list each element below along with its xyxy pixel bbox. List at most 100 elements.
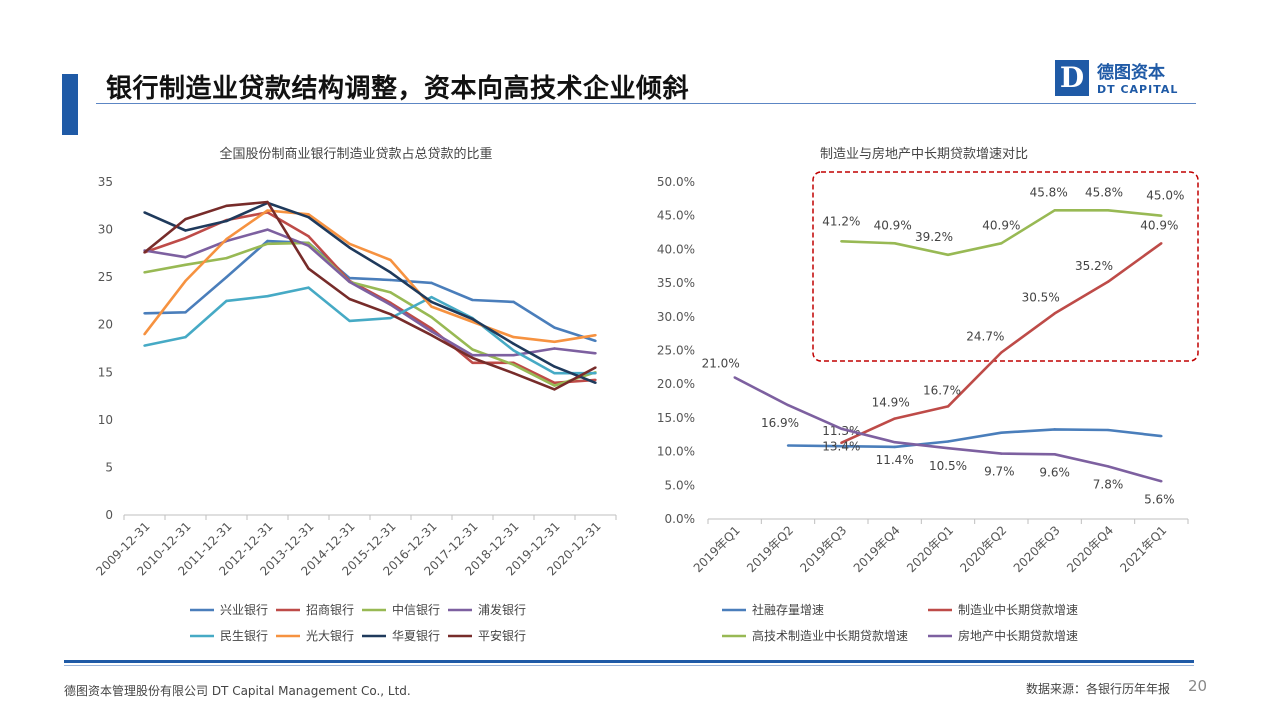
- title-accent-bar: [62, 74, 78, 135]
- data-point: [594, 333, 597, 337]
- data-point: [307, 244, 310, 247]
- series-line-6: [143, 201, 596, 385]
- x-tick-label: 2019年Q4: [851, 523, 903, 575]
- y-tick-label: 10.0%: [657, 445, 695, 459]
- footer-source: 数据来源：各银行历年年报: [1026, 682, 1171, 696]
- y-tick-label: 15: [98, 365, 113, 379]
- data-point: [946, 447, 950, 450]
- x-tick-label: 2020年Q4: [1064, 523, 1116, 575]
- data-point: [594, 366, 597, 369]
- x-tick-label: 2020年Q1: [904, 523, 956, 575]
- data-point: [471, 353, 474, 357]
- data-point: [430, 330, 433, 333]
- data-point: [225, 204, 228, 207]
- data-point: [143, 333, 146, 336]
- x-tick-label: 2020年Q3: [1011, 523, 1063, 575]
- legend-item: 社融存量增速: [752, 602, 824, 617]
- data-point: [225, 299, 228, 303]
- data-point: [225, 237, 228, 241]
- legend-item: 招商银行: [306, 602, 354, 617]
- y-tick-label: 5.0%: [665, 478, 696, 492]
- legend-item: 兴业银行: [220, 603, 268, 617]
- data-point: [471, 361, 474, 364]
- data-point: [143, 211, 146, 214]
- page-title: 银行制造业贷款结构调整，资本向高技术企业倾斜: [106, 74, 690, 104]
- series-line-0: [144, 239, 596, 343]
- data-point: [348, 246, 351, 249]
- data-point: [1106, 465, 1110, 468]
- y-tick-label: 30: [98, 223, 113, 237]
- logo-mark-icon: D: [1055, 60, 1089, 96]
- data-point: [512, 363, 515, 366]
- data-point: [840, 240, 843, 243]
- data-label: 45.0%: [1146, 189, 1184, 203]
- y-tick-label: 40.0%: [657, 242, 695, 256]
- data-point: [840, 441, 843, 445]
- footer-divider: [64, 660, 1194, 663]
- data-point: [143, 271, 146, 274]
- data-label: 9.7%: [984, 465, 1015, 479]
- data-point: [733, 376, 736, 379]
- data-point: [1160, 480, 1163, 483]
- y-tick-label: 20: [98, 318, 113, 332]
- y-tick-label: 20.0%: [657, 377, 695, 391]
- legend-item: 光大银行: [306, 629, 354, 643]
- data-point: [266, 200, 269, 204]
- series-line-2: [144, 241, 596, 387]
- data-point: [266, 228, 269, 231]
- data-point: [594, 378, 597, 382]
- data-point: [553, 347, 556, 350]
- logo-chinese-name: 德图资本: [1097, 63, 1165, 83]
- bank-manufacturing-loan-share-chart: 全国股份制商业银行制造业贷款占总贷款的比重051015202530352009-…: [93, 146, 617, 643]
- data-label: 11.3%: [822, 424, 860, 438]
- data-point: [430, 300, 433, 304]
- legend-item: 房地产中长期贷款增速: [958, 628, 1078, 643]
- data-label: 9.6%: [1039, 465, 1070, 479]
- data-label: 45.8%: [1030, 185, 1068, 199]
- footer-divider-thin: [64, 665, 1194, 666]
- data-point: [307, 216, 310, 219]
- data-point: [594, 352, 597, 355]
- data-point: [512, 335, 515, 339]
- data-point: [1053, 209, 1056, 212]
- data-point: [1000, 351, 1003, 354]
- legend-item: 平安银行: [478, 628, 526, 643]
- data-point: [471, 320, 474, 324]
- data-point: [1106, 428, 1110, 432]
- data-point: [348, 242, 351, 246]
- data-point: [389, 313, 392, 316]
- chart-title: 制造业与房地产中长期贷款增速对比: [820, 146, 1028, 162]
- data-point: [307, 286, 310, 289]
- data-point: [1000, 431, 1003, 434]
- legend-item: 制造业中长期贷款增速: [958, 602, 1078, 617]
- data-point: [946, 440, 950, 443]
- data-label: 10.5%: [929, 459, 967, 473]
- data-point: [266, 294, 269, 298]
- data-point: [389, 303, 392, 306]
- highlight-box: [812, 171, 1199, 362]
- data-point: [553, 372, 556, 375]
- data-point: [553, 388, 556, 391]
- data-point: [184, 236, 187, 240]
- data-label: 16.9%: [761, 416, 799, 430]
- data-point: [1106, 209, 1110, 212]
- data-label: 30.5%: [1022, 290, 1060, 304]
- legend-item: 民生银行: [220, 629, 268, 643]
- data-label: 21.0%: [702, 356, 740, 370]
- data-point: [594, 372, 597, 375]
- data-point: [266, 239, 269, 243]
- data-point: [389, 258, 392, 262]
- data-point: [553, 326, 556, 329]
- data-label: 13.4%: [822, 440, 860, 454]
- footer-company: 德图资本管理股份有限公司 DT Capital Management Co., …: [64, 684, 411, 698]
- data-label: 35.2%: [1075, 259, 1113, 273]
- data-label: 45.8%: [1085, 185, 1123, 199]
- data-point: [266, 242, 269, 246]
- data-point: [512, 349, 515, 352]
- data-point: [471, 356, 474, 360]
- data-point: [1053, 453, 1056, 456]
- data-point: [512, 300, 515, 304]
- data-point: [389, 316, 392, 320]
- data-point: [893, 445, 896, 449]
- y-tick-label: 0.0%: [665, 512, 696, 526]
